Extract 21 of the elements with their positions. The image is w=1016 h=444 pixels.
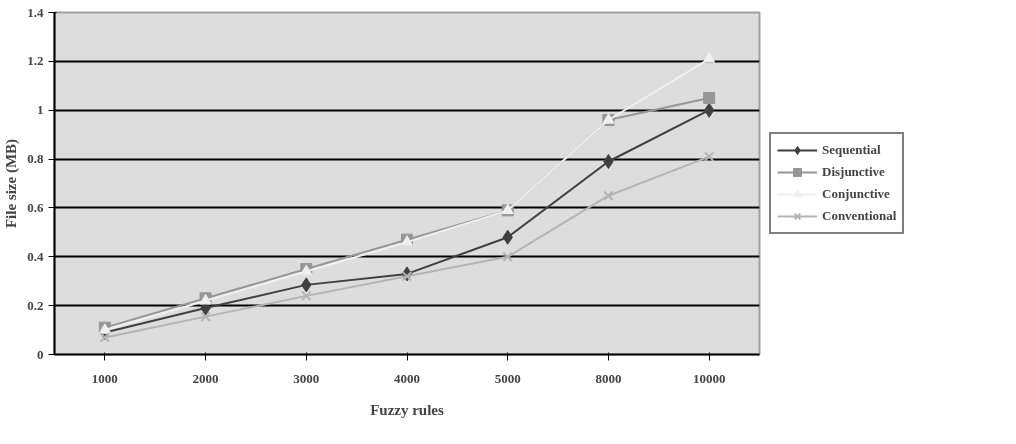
y-tick-label: 0.2: [27, 297, 44, 313]
x-tick-label: 8000: [595, 370, 622, 386]
legend-label: Conventional: [822, 208, 897, 224]
y-tick-label: 0.4: [27, 248, 44, 264]
legend-label: Disjunctive: [822, 164, 885, 180]
y-tick-label: 1: [37, 102, 44, 118]
y-tick-label: 0: [37, 346, 44, 362]
x-tick-label: 3000: [293, 370, 320, 386]
x-tick-label: 2000: [192, 370, 219, 386]
y-tick-label: 1.2: [27, 53, 44, 69]
y-tick-label: 0.8: [27, 151, 44, 167]
y-tick-label: 1.4: [27, 4, 44, 20]
x-tick-label: 4000: [394, 370, 420, 386]
x-tick-label: 10000: [692, 370, 726, 386]
y-axis-title: File size (MB): [3, 138, 21, 229]
x-axis-title: Fuzzy rules: [370, 401, 445, 418]
legend-label: Conjunctive: [822, 186, 890, 202]
y-tick-label: 0.6: [27, 199, 44, 215]
legend-label: Sequential: [822, 142, 881, 158]
x-tick-label: 1000: [91, 370, 118, 386]
x-tick-label: 5000: [494, 370, 521, 386]
